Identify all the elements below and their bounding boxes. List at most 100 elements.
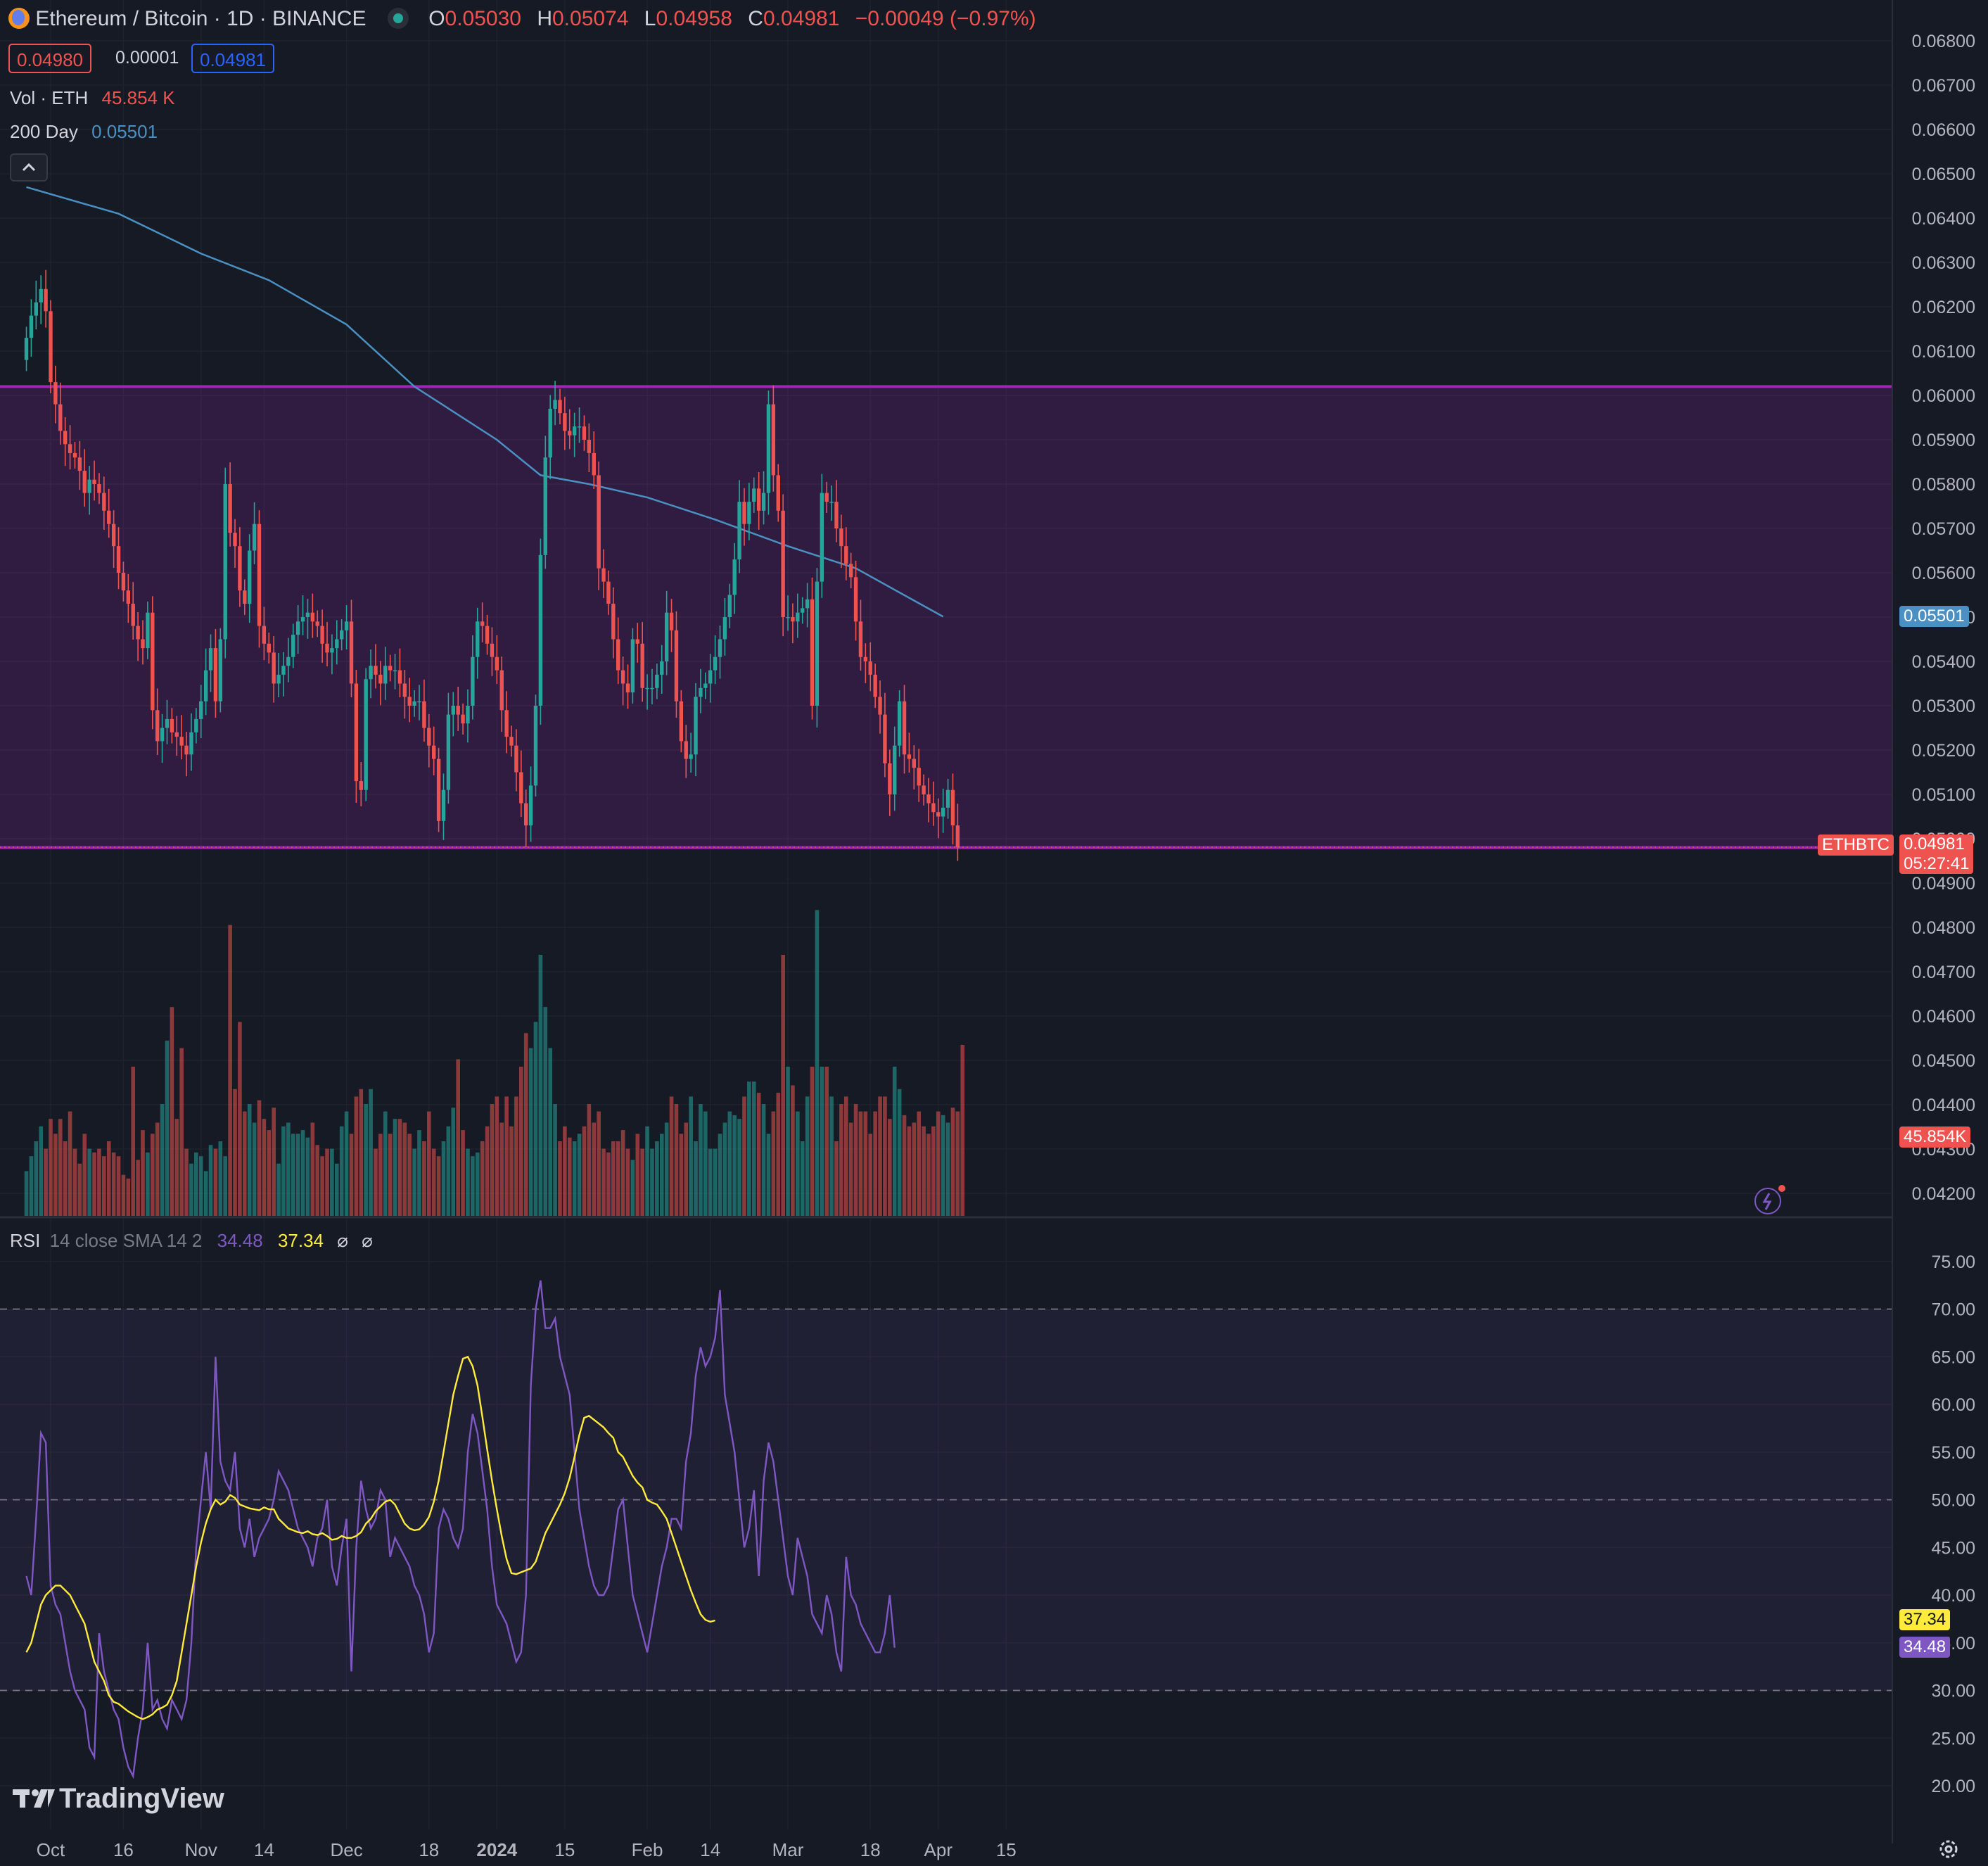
volume-bar (315, 1145, 320, 1216)
candle-body (824, 493, 829, 502)
rsi-legend[interactable]: RSI 14 close SMA 14 2 34.48 37.34 ⌀ ⌀ (10, 1230, 373, 1252)
candle-body (330, 648, 334, 653)
volume-bar (820, 1067, 824, 1216)
candle-body (950, 789, 955, 826)
volume-bar (907, 1126, 912, 1216)
candle-body (805, 599, 810, 609)
volume-bar (509, 1126, 514, 1216)
time-axis[interactable]: Oct 16 Nov 14 Dec 18 2024 15 Feb 14 Mar 18 Apr 15 (37, 1839, 1017, 1860)
time-tick-label: 16 (113, 1839, 134, 1860)
volume-bar (858, 1111, 863, 1216)
rsi-sma-tag: 37.34 (1899, 1609, 1951, 1630)
time-tick-label: 15 (996, 1839, 1017, 1860)
volume-tag: 45.854K (1899, 1126, 1971, 1148)
candle-body (839, 528, 843, 547)
candle-body (713, 656, 718, 671)
candle-body (897, 701, 902, 746)
candle-body (252, 523, 257, 551)
rsi-tick-label: 30.00 (1931, 1682, 1975, 1701)
candle-body (917, 768, 921, 786)
candle-body (752, 488, 756, 502)
settings-button[interactable] (1937, 1838, 1960, 1864)
candle-body (397, 670, 402, 684)
candle-body (461, 714, 465, 724)
volume-bar (136, 1160, 140, 1216)
volume-bar (295, 1134, 300, 1216)
sell-price-button[interactable]: 0.04980 (8, 44, 91, 73)
ma-legend-value: 0.05501 (91, 121, 158, 142)
rsi-tag: 34.48 (1899, 1637, 1951, 1658)
candle-body (364, 679, 368, 790)
volume-bar (34, 1141, 39, 1216)
tradingview-logo[interactable]: TradingView (13, 1783, 224, 1815)
volume-bar (451, 1107, 456, 1216)
candle-body (97, 484, 101, 493)
volume-bar (417, 1130, 421, 1216)
candle-body (189, 732, 193, 755)
candle-body (111, 523, 116, 547)
candle-body (893, 745, 897, 794)
candle-body (597, 475, 601, 569)
candle-body (121, 573, 126, 591)
ohlc-low-label: L (644, 7, 656, 30)
volume-bar (863, 1111, 868, 1216)
volume-bar (747, 1081, 751, 1216)
candle-body (601, 568, 606, 582)
candle-body (499, 670, 504, 711)
chevron-up-icon (22, 163, 36, 172)
candle-body (699, 687, 703, 697)
candle-body (63, 431, 68, 445)
volume-bar (815, 910, 820, 1216)
candle-body (611, 604, 616, 640)
volume-bar (335, 1163, 339, 1216)
candle-body (756, 488, 761, 511)
candle-body (369, 666, 373, 680)
volume-bar (310, 1122, 315, 1216)
candle-body (912, 759, 917, 768)
candle-body (558, 400, 562, 414)
ma-legend[interactable]: 200 Day 0.05501 (10, 121, 158, 143)
symbol-title[interactable]: Ethereum / Bitcoin · 1D · BINANCE (35, 7, 367, 30)
volume-bar (843, 1096, 848, 1216)
candle-body (136, 626, 140, 640)
candle-body (858, 621, 863, 657)
ohlc-close-label: C (748, 7, 763, 30)
buy-price-button[interactable]: 0.04981 (191, 44, 274, 73)
symbol-header[interactable]: Ethereum / Bitcoin · 1D · BINANCE O0.050… (8, 7, 1036, 31)
rsi-tick-label: 25.00 (1931, 1729, 1975, 1748)
candle-body (295, 621, 300, 635)
candle-body (218, 639, 223, 702)
volume-bar (213, 1148, 218, 1216)
candle-body (587, 440, 592, 453)
candle-body (141, 639, 145, 649)
last-price-tag: 0.04981 05:27:41 (1899, 834, 1974, 874)
candle-body (247, 550, 252, 604)
volume-bar (29, 1156, 34, 1216)
volume-bar (475, 1152, 480, 1216)
volume-bar (44, 1148, 48, 1216)
volume-bar (194, 1152, 198, 1216)
time-tick-label: 14 (700, 1839, 720, 1860)
volume-bar (174, 1119, 179, 1216)
price-axis[interactable]: 0.042000.043000.044000.045000.046000.047… (1912, 32, 1975, 1204)
volume-bar (466, 1148, 470, 1216)
volume-legend[interactable]: Vol · ETH 45.854 K (10, 87, 175, 109)
candle-body (305, 612, 310, 617)
volume-bar (800, 1141, 805, 1216)
candle-body (737, 502, 741, 560)
lightning-icon[interactable] (1754, 1185, 1785, 1214)
volume-bar (495, 1096, 499, 1216)
volume-bar (567, 1137, 572, 1216)
candle-body (679, 701, 684, 742)
rsi-axis[interactable]: 20.0025.0030.0035.0040.0045.0050.0055.00… (1931, 1252, 1975, 1796)
candle-body (155, 710, 160, 742)
candle-body (436, 759, 441, 821)
candle-body (548, 408, 552, 458)
volume-bar (461, 1130, 465, 1216)
volume-bar (82, 1134, 87, 1216)
collapse-legend-button[interactable] (10, 153, 48, 182)
candle-body (92, 479, 96, 484)
candle-body (272, 652, 276, 684)
price-tick-label: 0.06500 (1912, 165, 1975, 184)
